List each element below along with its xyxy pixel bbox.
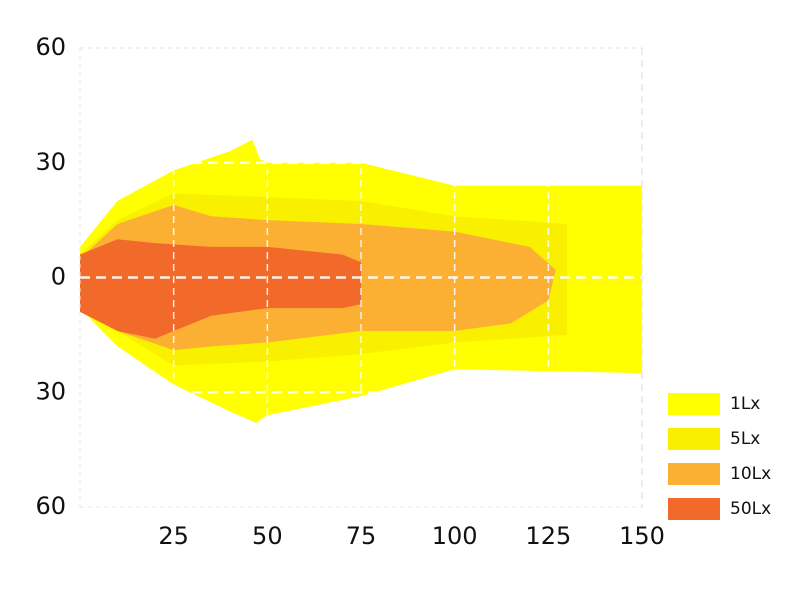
isolux-zone [80,239,361,339]
legend-swatch [668,463,720,485]
y-tick-label: 60 [35,492,66,520]
x-tick-label: 125 [525,522,571,550]
x-tick-label: 25 [158,522,189,550]
legend-label: 5Lx [730,429,760,449]
x-tick-label: 75 [346,522,377,550]
x-tick-label: 50 [252,522,283,550]
legend-label: 50Lx [730,499,771,519]
legend-swatch [668,498,720,520]
y-tick-label: 0 [51,263,66,291]
y-tick-label: 30 [35,148,66,176]
legend-swatch [668,393,720,415]
y-tick-label: 60 [35,33,66,61]
y-tick-label: 30 [35,377,66,405]
legend-swatch [668,428,720,450]
x-tick-label: 150 [619,522,665,550]
x-tick-label: 100 [432,522,478,550]
legend-label: 10Lx [730,464,771,484]
legend-label: 1Lx [730,394,760,414]
